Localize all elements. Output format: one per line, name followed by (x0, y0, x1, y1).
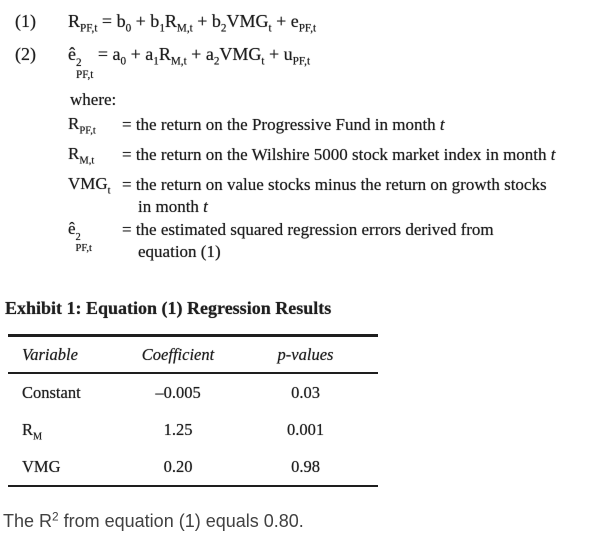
definition-esq-symbol: ê 2 PF,t (68, 219, 92, 254)
cell-p-value: 0.001 (286, 419, 325, 439)
equation-2: (2) ê 2 PF,t = a0 + a1RM,t + a2VMGt + uPF,t (15, 44, 310, 81)
table-row-rm: RM 1.25 0.001 (8, 411, 378, 448)
regression-results-table: Variable Coefficient p-values Constant –… (8, 334, 378, 487)
table-row-constant: Constant –0.005 0.03 (8, 373, 378, 411)
cell-variable: VMG (22, 456, 61, 476)
cell-coefficient: 1.25 (163, 419, 193, 439)
equation-1: (1) RPF,t = b0 + b1RM,t + b2VMGt + ePF,t (15, 11, 317, 35)
definition-vmg-line1: = the return on value stocks minus the r… (122, 175, 547, 194)
equation-1-formula: RPF,t = b0 + b1RM,t + b2VMGt + ePF,t (68, 11, 317, 35)
definition-rm-text: = the return on the Wilshire 5000 stock … (122, 144, 556, 166)
definition-rpf-symbol: RPF,t (68, 114, 96, 137)
table-header-row: Variable Coefficient p-values (8, 335, 378, 374)
definition-esq-text: = the estimated squared regression error… (122, 219, 494, 263)
definition-rpf-text: = the return on the Progressive Fund in … (122, 114, 445, 136)
definition-vmg-line2: in month t (138, 197, 208, 216)
exhibit-title: Exhibit 1: Equation (1) Regression Resul… (5, 298, 332, 318)
definition-rpf-line1: = the return on the Progressive Fund in … (122, 115, 445, 134)
definition-rm: RM,t = the return on the Wilshire 5000 s… (68, 144, 556, 166)
definition-vmg: VMGt = the return on value stocks minus … (68, 174, 547, 218)
cell-p-value: 0.03 (291, 382, 320, 402)
definition-rm-symbol: RM,t (68, 144, 95, 167)
definition-rm-line1: = the return on the Wilshire 5000 stock … (122, 145, 556, 164)
cell-variable: Constant (22, 382, 81, 402)
definition-esq-line1: = the estimated squared regression error… (122, 220, 494, 239)
definition-vmg-text: = the return on value stocks minus the r… (122, 174, 547, 218)
definition-esq: ê 2 PF,t = the estimated squared regressio… (68, 219, 494, 263)
definition-vmg-symbol: VMGt (68, 174, 111, 197)
cell-variable: RM (22, 419, 43, 442)
table-header-p-values: p-values (233, 335, 378, 374)
table-header-variable: Variable (8, 335, 123, 374)
r-squared-sentence: The R2 from equation (1) equals 0.80. (3, 509, 304, 531)
where-label: where: (70, 90, 117, 109)
cell-p-value: 0.98 (291, 456, 320, 476)
definition-esq-line2: equation (1) (138, 242, 221, 261)
equation-2-formula: ê 2 PF,t = a0 + a1RM,t + a2VMGt + uPF,t (68, 44, 311, 81)
table-row-vmg: VMG 0.20 0.98 (8, 448, 378, 486)
table-header-coefficient: Coefficient (123, 335, 233, 374)
definition-rpf: RPF,t = the return on the Progressive Fu… (68, 114, 445, 136)
cell-coefficient: 0.20 (163, 456, 193, 476)
equation-2-number: (2) (15, 44, 36, 64)
equation-1-number: (1) (15, 11, 36, 31)
cell-coefficient: –0.005 (155, 382, 201, 402)
